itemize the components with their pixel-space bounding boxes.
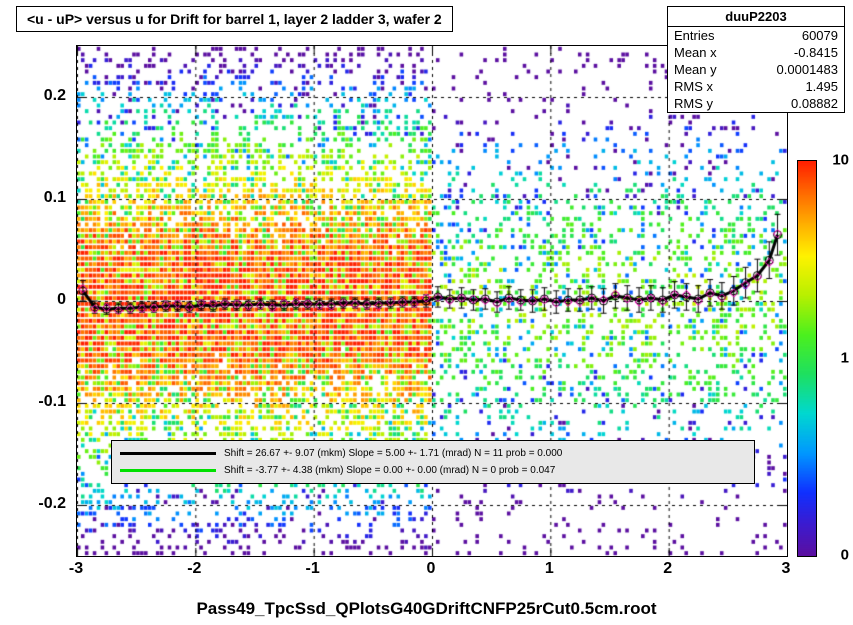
stats-box: duuP2203 Entries60079Mean x-0.8415Mean y… — [667, 6, 845, 113]
colorbar — [797, 160, 817, 557]
stats-name: duuP2203 — [668, 7, 844, 27]
y-tick-label: 0.2 — [44, 87, 66, 105]
colorbar-tick-label: 1 — [841, 349, 849, 366]
y-tick-label: 0 — [57, 291, 66, 309]
x-axis-title: Pass49_TpcSsd_QPlotsG40GDriftCNFP25rCut0… — [0, 599, 853, 619]
x-tick-label: 0 — [427, 560, 436, 578]
y-tick-label: -0.2 — [38, 495, 66, 513]
stats-label: Mean y — [674, 62, 717, 77]
stats-label: RMS y — [674, 96, 713, 111]
stats-label: Entries — [674, 28, 714, 43]
stats-label: Mean x — [674, 45, 717, 60]
fit-swatch — [120, 469, 216, 472]
fit-text: Shift = -3.77 +- 4.38 (mkm) Slope = 0.00… — [224, 465, 746, 476]
colorbar-tick-label: 0 — [841, 547, 849, 564]
fit-swatch — [120, 452, 216, 455]
x-tick-label: 3 — [782, 560, 791, 578]
x-axis-labels: -3-2-10123 — [76, 560, 786, 586]
stats-value: 60079 — [802, 28, 838, 43]
stats-row: RMS x 1.495 — [668, 78, 844, 95]
stats-label: RMS x — [674, 79, 713, 94]
fit-legend: Shift = 26.67 +- 9.07 (mkm) Slope = 5.00… — [111, 440, 755, 484]
fit-legend-row: Shift = 26.67 +- 9.07 (mkm) Slope = 5.00… — [118, 445, 748, 462]
x-tick-label: -1 — [306, 560, 320, 578]
y-axis-labels: -0.2 -0.1 0 0.1 0.2 — [0, 45, 72, 555]
colorbar-ticks: 0110 — [819, 160, 849, 555]
plot-title: <u - uP> versus u for Drift for barrel 1… — [16, 6, 453, 32]
stats-value: 0.0001483 — [777, 62, 838, 77]
x-tick-label: 2 — [663, 560, 672, 578]
x-tick-label: -3 — [69, 560, 83, 578]
fit-text: Shift = 26.67 +- 9.07 (mkm) Slope = 5.00… — [224, 448, 746, 459]
stats-value: -0.8415 — [794, 45, 838, 60]
plot-area: Shift = 26.67 +- 9.07 (mkm) Slope = 5.00… — [76, 45, 788, 557]
y-tick-label: 0.1 — [44, 189, 66, 207]
stats-value: 1.495 — [805, 79, 838, 94]
stats-value: 0.08882 — [791, 96, 838, 111]
stats-row: Mean y 0.0001483 — [668, 61, 844, 78]
x-tick-label: 1 — [545, 560, 554, 578]
x-tick-label: -2 — [187, 560, 201, 578]
stats-row: RMS y 0.08882 — [668, 95, 844, 112]
fit-legend-row: Shift = -3.77 +- 4.38 (mkm) Slope = 0.00… — [118, 462, 748, 479]
stats-row: Mean x -0.8415 — [668, 44, 844, 61]
y-tick-label: -0.1 — [38, 393, 66, 411]
stats-row: Entries 60079 — [668, 27, 844, 44]
colorbar-tick-label: 10 — [832, 152, 849, 169]
